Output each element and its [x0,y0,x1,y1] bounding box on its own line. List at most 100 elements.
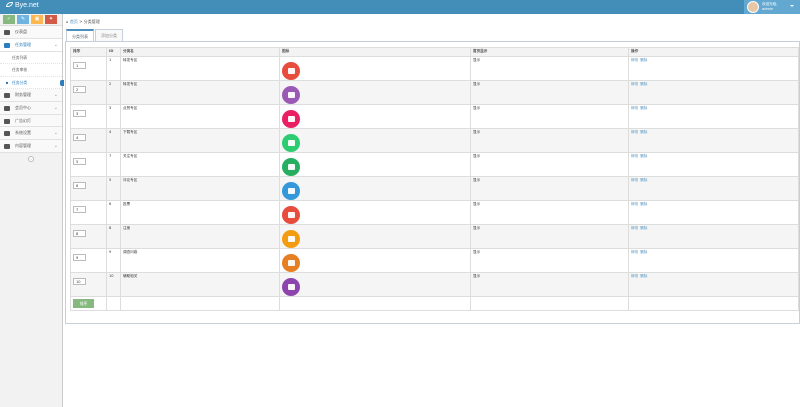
order-input[interactable]: 3 [73,110,86,117]
home-display-cell: 显示 [470,176,629,201]
shortcut-pencil-icon[interactable]: ✎ [17,15,29,24]
sidebar-subitem-task-category[interactable]: 任务分类 [0,76,64,90]
sidebar-subitem-task-review[interactable]: 任务审核 [0,64,62,77]
sidebar-item-dashboard[interactable]: 仪表盘 [0,26,62,39]
edit-link[interactable]: 修改 [631,178,639,182]
delete-link[interactable]: 删除 [640,82,648,86]
sidebar-item-settings[interactable]: 系统设置 ⌄ [0,127,62,141]
home-display-cell: 显示 [470,248,629,273]
name-cell: 调查问卷 [120,248,280,273]
category-icon [282,254,300,272]
order-input[interactable]: 4 [73,134,86,141]
book-icon [4,144,10,150]
category-icon [282,86,300,104]
order-input[interactable]: 9 [73,254,86,261]
name-cell: 转发专区 [120,56,280,81]
shortcut-users-icon[interactable]: ▣ [31,15,43,24]
sidebar-collapse-button[interactable]: « [28,156,34,163]
order-input[interactable]: 8 [73,230,86,237]
id-cell: 6 [106,200,121,225]
table-row: 5 7 关注专区 显示 修改 删除 [70,152,799,177]
edit-link[interactable]: 修改 [631,250,639,254]
sidebar-item-ads[interactable]: 广告幻灯 [0,114,62,128]
category-icon [282,158,300,176]
id-cell: 9 [106,248,121,273]
sidebar-item-content[interactable]: 内容管理 ⌄ [0,140,62,154]
table-row: 1 1 转发专区 显示 修改 删除 [70,56,799,81]
shortcut-cogs-icon[interactable]: ✦ [45,15,57,24]
order-input[interactable]: 2 [73,86,86,93]
delete-link[interactable]: 删除 [640,106,648,110]
icon-cell [279,176,471,201]
order-cell: 9 [70,248,107,273]
icon-cell [279,224,471,249]
column-header-name: 分类名 [120,47,280,57]
id-cell: 3 [106,104,121,129]
icon-cell [279,56,471,81]
actions-cell: 修改 删除 [628,248,799,273]
brand-name: Bye.net [15,2,39,9]
order-input[interactable]: 5 [73,158,86,165]
flag-icon [4,42,10,48]
icon-cell [279,128,471,153]
edit-link[interactable]: 修改 [631,202,639,206]
order-cell: 1 [70,56,107,81]
order-cell: 5 [70,152,107,177]
tab-category-list[interactable]: 分类列表 [66,29,94,41]
order-input[interactable]: 10 [73,278,86,285]
edit-link[interactable]: 修改 [631,58,639,62]
sidebar-item-label: 任务管理 [15,41,31,47]
delete-link[interactable]: 删除 [640,154,648,158]
shortcut-signal-icon[interactable]: ✓ [3,15,15,24]
home-display-cell: 显示 [470,56,629,81]
table-header-row: 排序 ID 分类名 图标 首页显示 操作 [70,47,799,57]
actions-cell: 修改 删除 [628,200,799,225]
chevron-down-icon: ⌄ [53,130,58,137]
order-cell: 4 [70,128,107,153]
actions-cell: 修改 删除 [628,80,799,105]
sort-button[interactable]: 排序 [73,299,94,308]
edit-link[interactable]: 修改 [631,226,639,230]
delete-link[interactable]: 删除 [640,178,648,182]
order-input[interactable]: 7 [73,206,86,213]
edit-link[interactable]: 修改 [631,154,639,158]
edit-link[interactable]: 修改 [631,274,639,278]
delete-link[interactable]: 删除 [640,226,648,230]
actions-cell: 修改 删除 [628,176,799,201]
edit-link[interactable]: 修改 [631,106,639,110]
delete-link[interactable]: 删除 [640,130,648,134]
brand-logo[interactable]: Bye.net [6,2,39,9]
delete-link[interactable]: 删除 [640,202,648,206]
order-input[interactable]: 1 [73,62,86,69]
category-glyph-icon [287,284,295,290]
sidebar-item-tasks[interactable]: 任务管理 ⌄ [0,38,62,52]
sidebar: ✓ ✎ ▣ ✦ 仪表盘 任务管理 ⌄ 任务列表 任务审核 任务分类 财务管理 ⌄ 会… [0,14,64,407]
delete-link[interactable]: 删除 [640,250,648,254]
column-header-id: ID [106,47,121,57]
order-input[interactable]: 6 [73,182,86,189]
sidebar-item-label: 广告幻灯 [15,117,31,123]
actions-cell: 修改 删除 [628,152,799,177]
sidebar-subitem-task-list[interactable]: 任务列表 [0,51,62,65]
icon-cell [279,80,471,105]
breadcrumb-separator: > [79,19,83,24]
name-cell: 注册 [120,224,280,249]
sidebar-item-finance[interactable]: 财务管理 ⌄ [0,89,62,102]
edit-link[interactable]: 修改 [631,82,639,86]
credit-card-icon [4,93,10,99]
user-menu[interactable]: 欢迎光临, admin [744,0,800,14]
home-icon: ⌂ [66,19,69,24]
delete-link[interactable]: 删除 [640,58,648,62]
sidebar-item-members[interactable]: 会员中心 ⌄ [0,101,62,115]
sidebar-item-label: 仪表盘 [15,29,27,34]
tab-add-category[interactable]: 添加分类 [95,29,123,41]
delete-link[interactable]: 删除 [640,274,648,278]
breadcrumb-home-link[interactable]: 首页 [69,19,78,24]
icon-cell [279,272,471,297]
category-glyph-icon [287,188,295,194]
sidebar-item-label: 系统设置 [15,130,31,136]
leaf-icon [6,2,13,7]
table-row: 2 2 转发专区 显示 修改 删除 [70,80,799,105]
edit-link[interactable]: 修改 [631,130,639,134]
name-cell: 转发专区 [120,80,280,105]
